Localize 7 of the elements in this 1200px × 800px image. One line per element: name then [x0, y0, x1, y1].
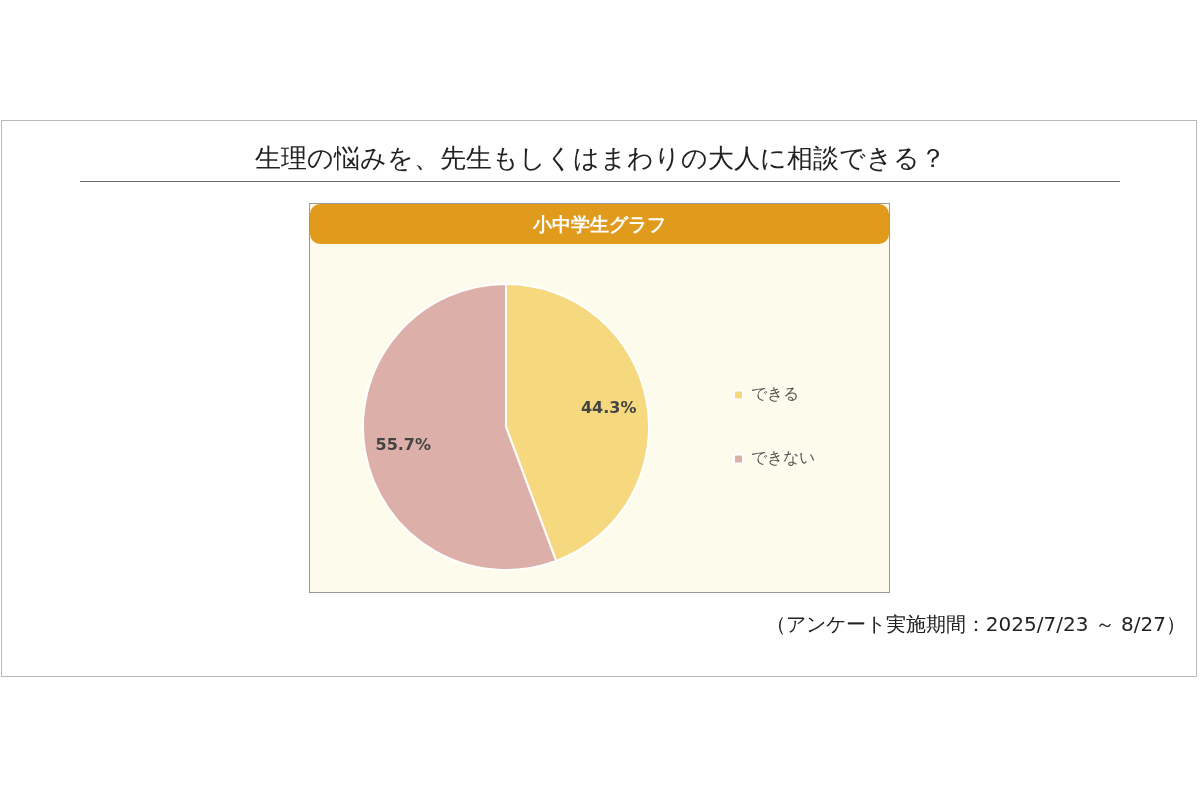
legend-label: できる: [751, 384, 799, 404]
text: （アンケート実施期間：2025/7/23 ～ 8/27）: [765, 611, 1186, 638]
chart-subtitle: 小中学生グラフ: [310, 204, 889, 244]
legend-label: できない: [751, 448, 815, 468]
chart-title: 生理の悩みを、先生もしくはまわりの大人に相談できる？: [253, 142, 947, 175]
data-label: 55.7%: [375, 434, 432, 454]
data-label: 44.3%: [580, 397, 637, 417]
